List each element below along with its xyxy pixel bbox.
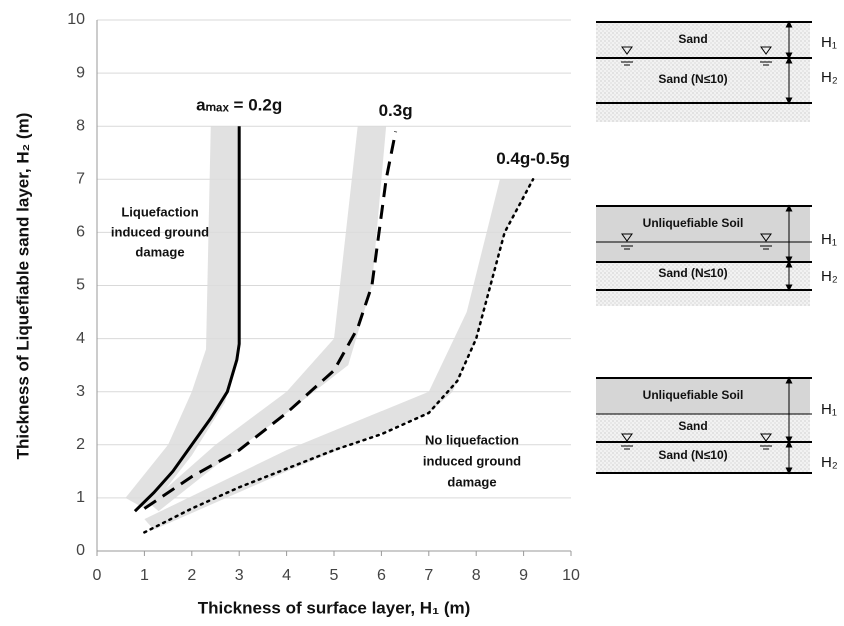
- y-tick-label: 5: [76, 277, 85, 294]
- x-tick-label: 6: [377, 567, 386, 584]
- annotation: induced ground: [423, 453, 521, 468]
- layer-label: Unliquefiable Soil: [643, 388, 744, 402]
- h1-label: H₁: [821, 231, 837, 248]
- x-axis-title: Thickness of surface layer, H₁ (m): [198, 598, 471, 617]
- layer-label: Sand (N≤10): [658, 266, 727, 280]
- band: [125, 126, 240, 509]
- series-line: [143, 131, 398, 510]
- series-label: 0.4g-0.5g: [496, 149, 570, 168]
- h2-label: H₂: [821, 268, 838, 285]
- layer-label: Sand (N≤10): [658, 72, 727, 86]
- h2-label: H₂: [821, 69, 838, 86]
- x-tick-label: 7: [424, 567, 433, 584]
- layer-label: Sand: [678, 32, 707, 46]
- x-tick-label: 5: [330, 567, 339, 584]
- x-tick-label: 8: [472, 567, 481, 584]
- series-line: [133, 126, 241, 513]
- h2-label: H₂: [821, 454, 838, 471]
- series-line: [143, 178, 535, 534]
- plot: 0 1 2 3 4 5 6 7 8 9 10 0 1 2 3 4 5 6 7 8 9 10 aₘₐₓ = 0.2g 0.3g 0…: [67, 11, 580, 584]
- y-tick-label: 4: [76, 330, 85, 347]
- annotation: induced ground: [111, 224, 209, 239]
- y-tick-label: 1: [76, 489, 85, 506]
- layer-label: Sand (N≤10): [658, 448, 727, 462]
- annotation: damage: [447, 474, 496, 489]
- x-tick-label: 1: [140, 567, 149, 584]
- x-tick-label: 2: [187, 567, 196, 584]
- y-tick-label: 2: [76, 436, 85, 453]
- x-tick-label: 10: [562, 567, 580, 584]
- layer-label: Sand: [678, 419, 707, 433]
- y-tick-label: 9: [76, 64, 85, 81]
- x-tick-label: 9: [519, 567, 528, 584]
- x-tick-label: 4: [282, 567, 291, 584]
- soil-profile: Unliquefiable Soil Sand Sand (N≤10) H₁ H…: [596, 376, 838, 475]
- annotation: Liquefaction: [121, 204, 198, 219]
- y-tick-label: 7: [76, 171, 85, 188]
- y-axis-title: Thickness of Liquefiable sand layer, H₂ …: [13, 113, 32, 460]
- y-tick-label: 8: [76, 117, 85, 134]
- y-tick-label: 10: [67, 11, 85, 28]
- annotation: damage: [135, 244, 184, 259]
- layer-label: Unliquefiable Soil: [643, 216, 744, 230]
- h1-label: H₁: [821, 34, 837, 51]
- y-tick-label: 3: [76, 383, 85, 400]
- annotation: No liquefaction: [425, 432, 519, 447]
- y-tick-label: 6: [76, 224, 85, 241]
- x-tick-label: 3: [235, 567, 244, 584]
- series-label: 0.3g: [379, 101, 413, 120]
- h1-label: H₁: [821, 401, 837, 418]
- y-tick-label: 0: [76, 542, 85, 559]
- soil-profile: Sand Sand (N≤10) H₁ H₂: [596, 20, 838, 122]
- soil-profile: Unliquefiable Soil Sand (N≤10) H₁ H₂: [596, 204, 838, 306]
- series-label: aₘₐₓ = 0.2g: [196, 96, 282, 115]
- band: [144, 179, 534, 530]
- x-tick-label: 0: [93, 567, 102, 584]
- band: [149, 126, 387, 512]
